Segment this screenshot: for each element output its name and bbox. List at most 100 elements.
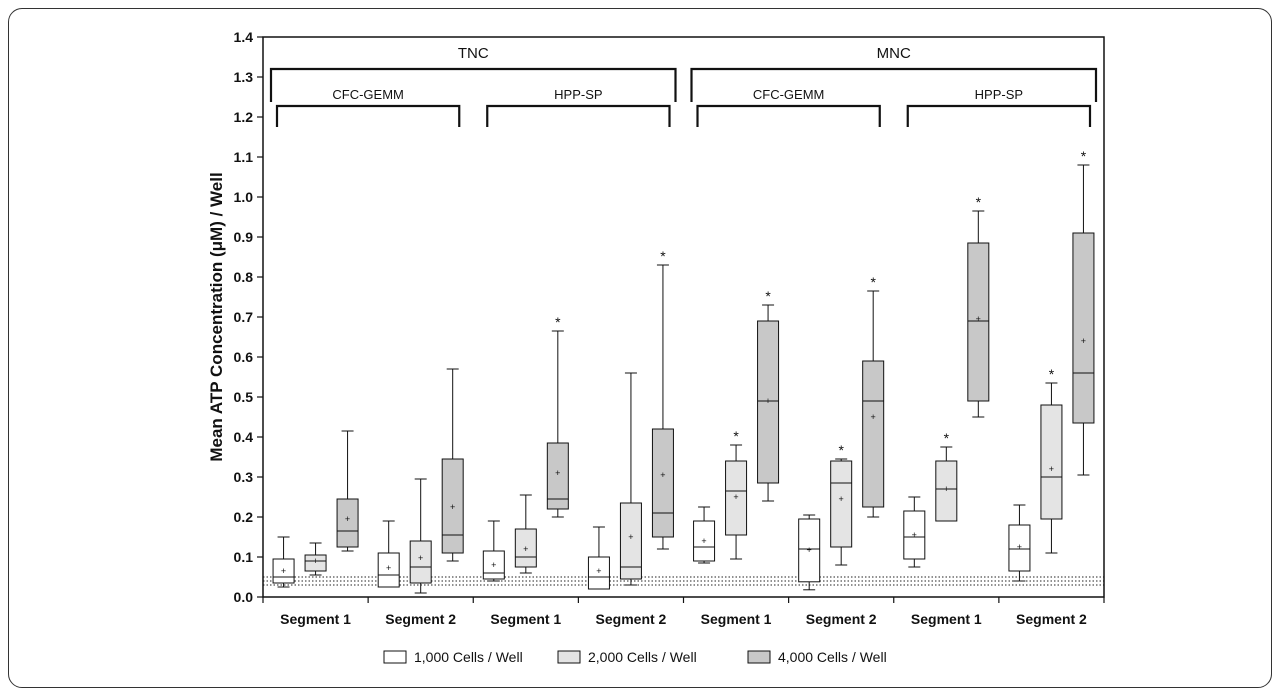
significance-star: * xyxy=(1081,148,1087,164)
mean-marker: + xyxy=(871,412,876,422)
box-iqr xyxy=(1072,232,1095,424)
mean-marker: + xyxy=(555,468,560,478)
mean-marker: + xyxy=(628,532,633,542)
legend-swatch xyxy=(383,650,407,664)
box-3-5: +* xyxy=(757,288,780,502)
box-3-2: + xyxy=(441,368,464,562)
box-iqr xyxy=(725,460,748,536)
mean-marker: + xyxy=(807,545,812,555)
box-iqr xyxy=(619,502,642,580)
significance-star: * xyxy=(838,442,844,458)
box-2-8: +* xyxy=(1040,366,1063,554)
bracket xyxy=(269,67,677,102)
box-iqr xyxy=(903,510,926,560)
subgroup-label: CFC-GEMM xyxy=(332,87,404,102)
mean-marker: + xyxy=(1017,542,1022,552)
significance-star: * xyxy=(944,430,950,446)
mean-marker: + xyxy=(839,494,844,504)
mean-marker: + xyxy=(491,560,496,570)
box-1-7: + xyxy=(903,496,926,568)
legend-swatch xyxy=(747,650,771,664)
box-1-5: + xyxy=(693,506,716,564)
box-2-7: +* xyxy=(935,430,958,522)
mean-marker: + xyxy=(386,563,391,573)
box-3-3: +* xyxy=(546,314,569,518)
box-3-4: +* xyxy=(651,248,674,550)
y-tick-label: 1.2 xyxy=(234,109,254,125)
box-2-2: + xyxy=(409,478,432,594)
mean-marker: + xyxy=(313,556,318,566)
mean-marker: + xyxy=(976,314,981,324)
significance-star: * xyxy=(660,248,666,264)
mean-marker: + xyxy=(660,470,665,480)
box-2-4: + xyxy=(619,372,642,586)
y-tick-label: 0.4 xyxy=(234,429,254,445)
significance-star: * xyxy=(765,288,771,304)
box-iqr xyxy=(798,518,821,583)
mean-marker: + xyxy=(418,553,423,563)
y-tick-label: 1.1 xyxy=(234,149,254,165)
group-label: MNC xyxy=(877,45,911,62)
box-1-2: + xyxy=(377,520,400,588)
box-1-8: + xyxy=(1008,504,1031,582)
subgroup-label: HPP-SP xyxy=(554,87,602,102)
box-2-3: + xyxy=(514,494,537,574)
box-1-1: + xyxy=(272,536,295,588)
box-iqr xyxy=(935,460,958,522)
x-axis: Segment 1 Segment 2 Segment 1 Segment 2 Segm… xyxy=(262,597,1105,627)
boxes: + + +++++++ ++++*+*+*+*+++*+*+*+*+*+* xyxy=(272,148,1095,594)
mean-marker: + xyxy=(733,492,738,502)
y-tick-label: 0.2 xyxy=(234,509,254,525)
mean-marker: + xyxy=(1081,336,1086,346)
y-tick-label: 0.7 xyxy=(234,309,254,325)
category-label: Segment 1 xyxy=(280,611,351,627)
bracket xyxy=(275,104,461,127)
mean-marker: + xyxy=(345,514,350,524)
significance-star: * xyxy=(1049,366,1055,382)
y-tick-label: 1.3 xyxy=(234,69,254,85)
box-iqr xyxy=(651,428,674,538)
box-3-1: + xyxy=(336,430,359,552)
reference-lines xyxy=(263,576,1104,586)
box-2-5: +* xyxy=(725,428,748,560)
box-2-6: +* xyxy=(830,442,853,566)
category-label: Segment 1 xyxy=(911,611,982,627)
category-label: Segment 2 xyxy=(806,611,877,627)
box-iqr xyxy=(862,360,885,508)
mean-marker: + xyxy=(281,566,286,576)
box-iqr xyxy=(1008,524,1031,572)
y-tick-label: 1.4 xyxy=(234,29,254,45)
y-tick-label: 0.8 xyxy=(234,269,254,285)
box-iqr xyxy=(409,540,432,584)
box-iqr xyxy=(967,242,990,402)
bracket xyxy=(696,104,881,127)
box-iqr xyxy=(1040,404,1063,520)
y-tick-label: 1.0 xyxy=(234,189,254,205)
category-label: Segment 2 xyxy=(385,611,456,627)
box-iqr xyxy=(587,556,610,590)
significance-star: * xyxy=(870,274,876,290)
y-tick-label: 0.9 xyxy=(234,229,254,245)
mean-marker: + xyxy=(701,536,706,546)
box-3-6: +* xyxy=(862,274,885,518)
legend: 1,000 Cells / Well 2,000 Cells / Well 4,00… xyxy=(383,649,887,665)
bracket xyxy=(486,104,671,127)
mean-marker: + xyxy=(944,484,949,494)
significance-star: * xyxy=(555,314,561,330)
box-iqr xyxy=(830,460,853,548)
y-tick-label: 0.0 xyxy=(234,589,254,605)
box-2-1: + xyxy=(304,542,327,576)
legend-swatch xyxy=(557,650,581,664)
box-iqr xyxy=(336,498,359,548)
box-1-4: + xyxy=(587,526,610,590)
mean-marker: + xyxy=(523,544,528,554)
box-1-3: + xyxy=(482,520,505,582)
bracket xyxy=(690,67,1098,102)
group-brackets: TNC MNC CFC-GEMM HPP-SP CFC-GEMM HPP-SP xyxy=(269,45,1098,127)
box-iqr xyxy=(693,520,716,562)
y-tick-label: 0.1 xyxy=(234,549,254,565)
subgroup-label: HPP-SP xyxy=(975,87,1023,102)
box-iqr xyxy=(304,554,327,572)
mean-marker: + xyxy=(596,566,601,576)
box-iqr xyxy=(377,552,400,588)
